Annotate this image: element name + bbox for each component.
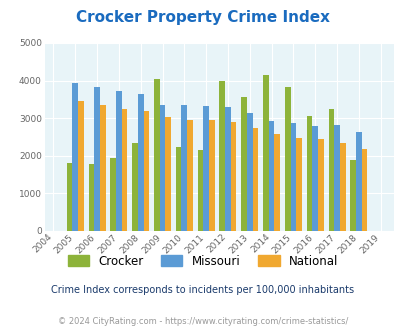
Bar bbox=[132, 143, 138, 231]
Bar bbox=[66, 163, 72, 231]
Bar bbox=[78, 101, 83, 231]
Bar bbox=[94, 87, 100, 231]
Bar bbox=[116, 91, 121, 231]
Bar bbox=[153, 80, 159, 231]
Bar bbox=[175, 148, 181, 231]
Text: Crime Index corresponds to incidents per 100,000 inhabitants: Crime Index corresponds to incidents per… bbox=[51, 285, 354, 295]
Bar bbox=[284, 86, 290, 231]
Bar bbox=[290, 123, 296, 231]
Bar bbox=[274, 134, 279, 231]
Bar bbox=[246, 113, 252, 231]
Bar bbox=[268, 121, 274, 231]
Bar bbox=[225, 107, 230, 231]
Bar bbox=[296, 138, 301, 231]
Bar bbox=[339, 143, 345, 231]
Bar bbox=[187, 120, 192, 231]
Bar bbox=[165, 116, 171, 231]
Bar bbox=[197, 150, 203, 231]
Bar bbox=[110, 158, 116, 231]
Bar bbox=[209, 120, 214, 231]
Text: © 2024 CityRating.com - https://www.cityrating.com/crime-statistics/: © 2024 CityRating.com - https://www.city… bbox=[58, 317, 347, 326]
Bar bbox=[219, 81, 225, 231]
Bar bbox=[122, 109, 127, 231]
Bar bbox=[350, 159, 355, 231]
Text: Crocker Property Crime Index: Crocker Property Crime Index bbox=[76, 10, 329, 25]
Bar bbox=[181, 105, 187, 231]
Bar bbox=[333, 124, 339, 231]
Bar bbox=[143, 111, 149, 231]
Bar bbox=[230, 122, 236, 231]
Legend: Crocker, Missouri, National: Crocker, Missouri, National bbox=[63, 250, 342, 273]
Bar bbox=[100, 105, 105, 231]
Bar bbox=[312, 126, 317, 231]
Bar bbox=[241, 97, 246, 231]
Bar bbox=[138, 94, 143, 231]
Bar bbox=[317, 139, 323, 231]
Bar bbox=[72, 83, 78, 231]
Bar bbox=[306, 116, 312, 231]
Bar bbox=[203, 106, 209, 231]
Bar bbox=[361, 148, 367, 231]
Bar bbox=[355, 132, 361, 231]
Bar bbox=[159, 105, 165, 231]
Bar bbox=[252, 128, 258, 231]
Bar bbox=[328, 109, 333, 231]
Bar bbox=[88, 164, 94, 231]
Bar bbox=[262, 75, 268, 231]
